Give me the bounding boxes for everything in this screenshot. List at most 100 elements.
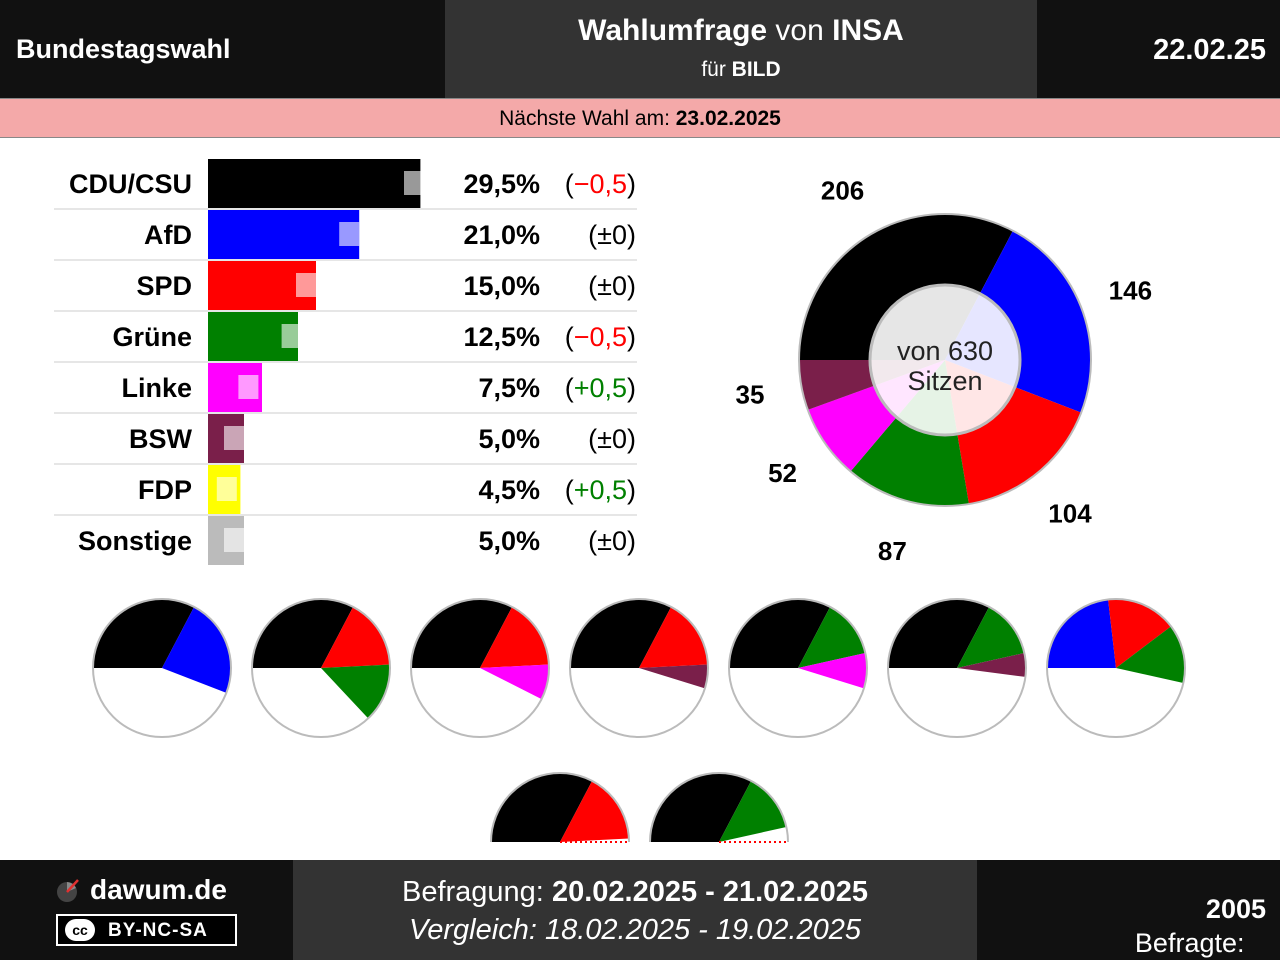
next-election-banner: Nächste Wahl am: 23.02.2025 bbox=[0, 98, 1280, 138]
coalition-slice bbox=[252, 599, 354, 668]
seat-count-label: 35 bbox=[736, 379, 765, 409]
coalition-slice bbox=[491, 773, 593, 842]
coalition-charts bbox=[92, 598, 1186, 843]
coalition-outline bbox=[92, 598, 232, 738]
coalition-outline bbox=[649, 772, 789, 843]
vote-percent-label: 12,5% bbox=[463, 322, 540, 352]
header-left: Bundestagswahl bbox=[0, 0, 445, 98]
coalition-outline bbox=[410, 598, 550, 738]
coalition-chart bbox=[1046, 598, 1186, 738]
change-label: (−0,5) bbox=[565, 169, 636, 199]
coalition-slice bbox=[639, 606, 708, 668]
vote-percent-label: 29,5% bbox=[463, 169, 540, 199]
footer: dawum.de cc BY-NC-SA Befragung: 20.02.20… bbox=[0, 860, 1280, 960]
coalition-slice bbox=[1108, 599, 1172, 668]
change-label: (±0) bbox=[588, 424, 636, 454]
coalition-chart bbox=[728, 598, 868, 738]
poll-client: für BILD bbox=[445, 58, 1037, 82]
change-label: (±0) bbox=[588, 220, 636, 250]
party-label: BSW bbox=[129, 424, 193, 454]
change-label: (±0) bbox=[588, 271, 636, 301]
vote-percent-label: 15,0% bbox=[463, 271, 540, 301]
respondents-count: 2005 bbox=[1205, 894, 1266, 924]
party-label: Linke bbox=[121, 373, 192, 403]
coalition-slice bbox=[1047, 599, 1116, 668]
coalition-chart bbox=[569, 598, 709, 738]
vote-bar bbox=[208, 159, 421, 208]
previous-value-marker bbox=[281, 324, 302, 348]
client-name: BILD bbox=[731, 58, 781, 81]
coalition-slice bbox=[162, 606, 231, 693]
footer-center: Befragung: 20.02.2025 - 21.02.2025 Vergl… bbox=[293, 860, 977, 960]
survey-label: Befragung: bbox=[401, 876, 552, 908]
seat-count-label: 52 bbox=[768, 458, 797, 488]
survey-period: Befragung: 20.02.2025 - 21.02.2025 bbox=[293, 876, 977, 909]
seat-total-label: von 630 bbox=[897, 336, 993, 366]
coalition-chart bbox=[410, 598, 550, 738]
coalition-slice bbox=[798, 652, 867, 689]
poll-date: 22.02.25 bbox=[1153, 34, 1266, 66]
vote-share-bar-chart: CDU/CSU 29,5% (−0,5) AfD 21,0% (±0) SPD 15,0% (±… bbox=[54, 159, 637, 565]
coalition-outline bbox=[569, 598, 709, 738]
coalition-chart bbox=[490, 772, 630, 843]
vote-bar bbox=[208, 210, 360, 259]
coalition-slice bbox=[1116, 626, 1186, 684]
party-label: Grüne bbox=[112, 322, 192, 352]
coalition-slice bbox=[93, 599, 195, 668]
client-prefix: für bbox=[701, 58, 732, 81]
coalition-slice bbox=[321, 606, 390, 668]
pollster-name: INSA bbox=[832, 14, 904, 47]
dawum-logo-icon bbox=[57, 879, 79, 902]
survey-dates: 20.02.2025 - 21.02.2025 bbox=[551, 876, 868, 908]
coalition-slice bbox=[480, 664, 549, 700]
license-badge[interactable]: cc BY-NC-SA bbox=[56, 914, 237, 946]
previous-value-marker bbox=[238, 375, 259, 399]
seat-count-label: 104 bbox=[1048, 499, 1092, 529]
poll-title-connector: von bbox=[767, 14, 833, 47]
vote-percent-label: 7,5% bbox=[478, 373, 540, 403]
respondents: Befragte: 2005 bbox=[1135, 894, 1266, 958]
coalition-slice bbox=[560, 780, 629, 842]
coalition-slice bbox=[639, 664, 708, 689]
seat-count-label: 87 bbox=[878, 536, 907, 566]
coalition-slice bbox=[650, 773, 752, 842]
party-label: CDU/CSU bbox=[69, 169, 192, 199]
coalition-slice bbox=[888, 598, 990, 668]
next-election-date: 23.02.2025 bbox=[675, 107, 781, 130]
change-label: (−0,5) bbox=[565, 322, 636, 352]
coalition-chart bbox=[649, 772, 789, 843]
poll-title: Wahlumfrage von INSA bbox=[445, 14, 1037, 48]
respondents-label: Befragte: bbox=[1134, 928, 1252, 958]
previous-value-marker bbox=[224, 426, 244, 450]
previous-value-marker bbox=[224, 528, 244, 552]
donut-outline bbox=[798, 213, 1092, 507]
vote-percent-label: 5,0% bbox=[478, 526, 540, 556]
coalition-chart bbox=[92, 598, 232, 738]
site-name[interactable]: dawum.de bbox=[90, 874, 227, 905]
seat-count-label: 206 bbox=[821, 176, 864, 206]
coalition-outline bbox=[728, 598, 868, 738]
coalition-outline bbox=[1046, 598, 1186, 738]
change-label: (±0) bbox=[588, 526, 636, 556]
vote-percent-label: 5,0% bbox=[478, 424, 540, 454]
coalition-outline bbox=[887, 598, 1027, 738]
coalition-slice bbox=[321, 664, 390, 719]
previous-value-marker bbox=[339, 222, 360, 246]
party-label: Sonstige bbox=[78, 526, 192, 556]
coalition-slice bbox=[480, 606, 549, 668]
previous-value-marker bbox=[216, 477, 237, 501]
license-text: BY-NC-SA bbox=[108, 920, 208, 941]
coalition-outline bbox=[490, 772, 630, 843]
header-right: 22.02.25 bbox=[1037, 0, 1280, 98]
party-label: SPD bbox=[136, 271, 192, 301]
donut-center bbox=[868, 283, 1022, 437]
coalition-slice bbox=[411, 599, 513, 668]
party-label: FDP bbox=[138, 475, 192, 505]
coalition-chart bbox=[887, 598, 1027, 738]
vote-percent-label: 21,0% bbox=[463, 220, 540, 250]
change-label: (+0,5) bbox=[565, 475, 636, 505]
previous-value-marker bbox=[296, 273, 316, 297]
change-label: (+0,5) bbox=[565, 373, 636, 403]
